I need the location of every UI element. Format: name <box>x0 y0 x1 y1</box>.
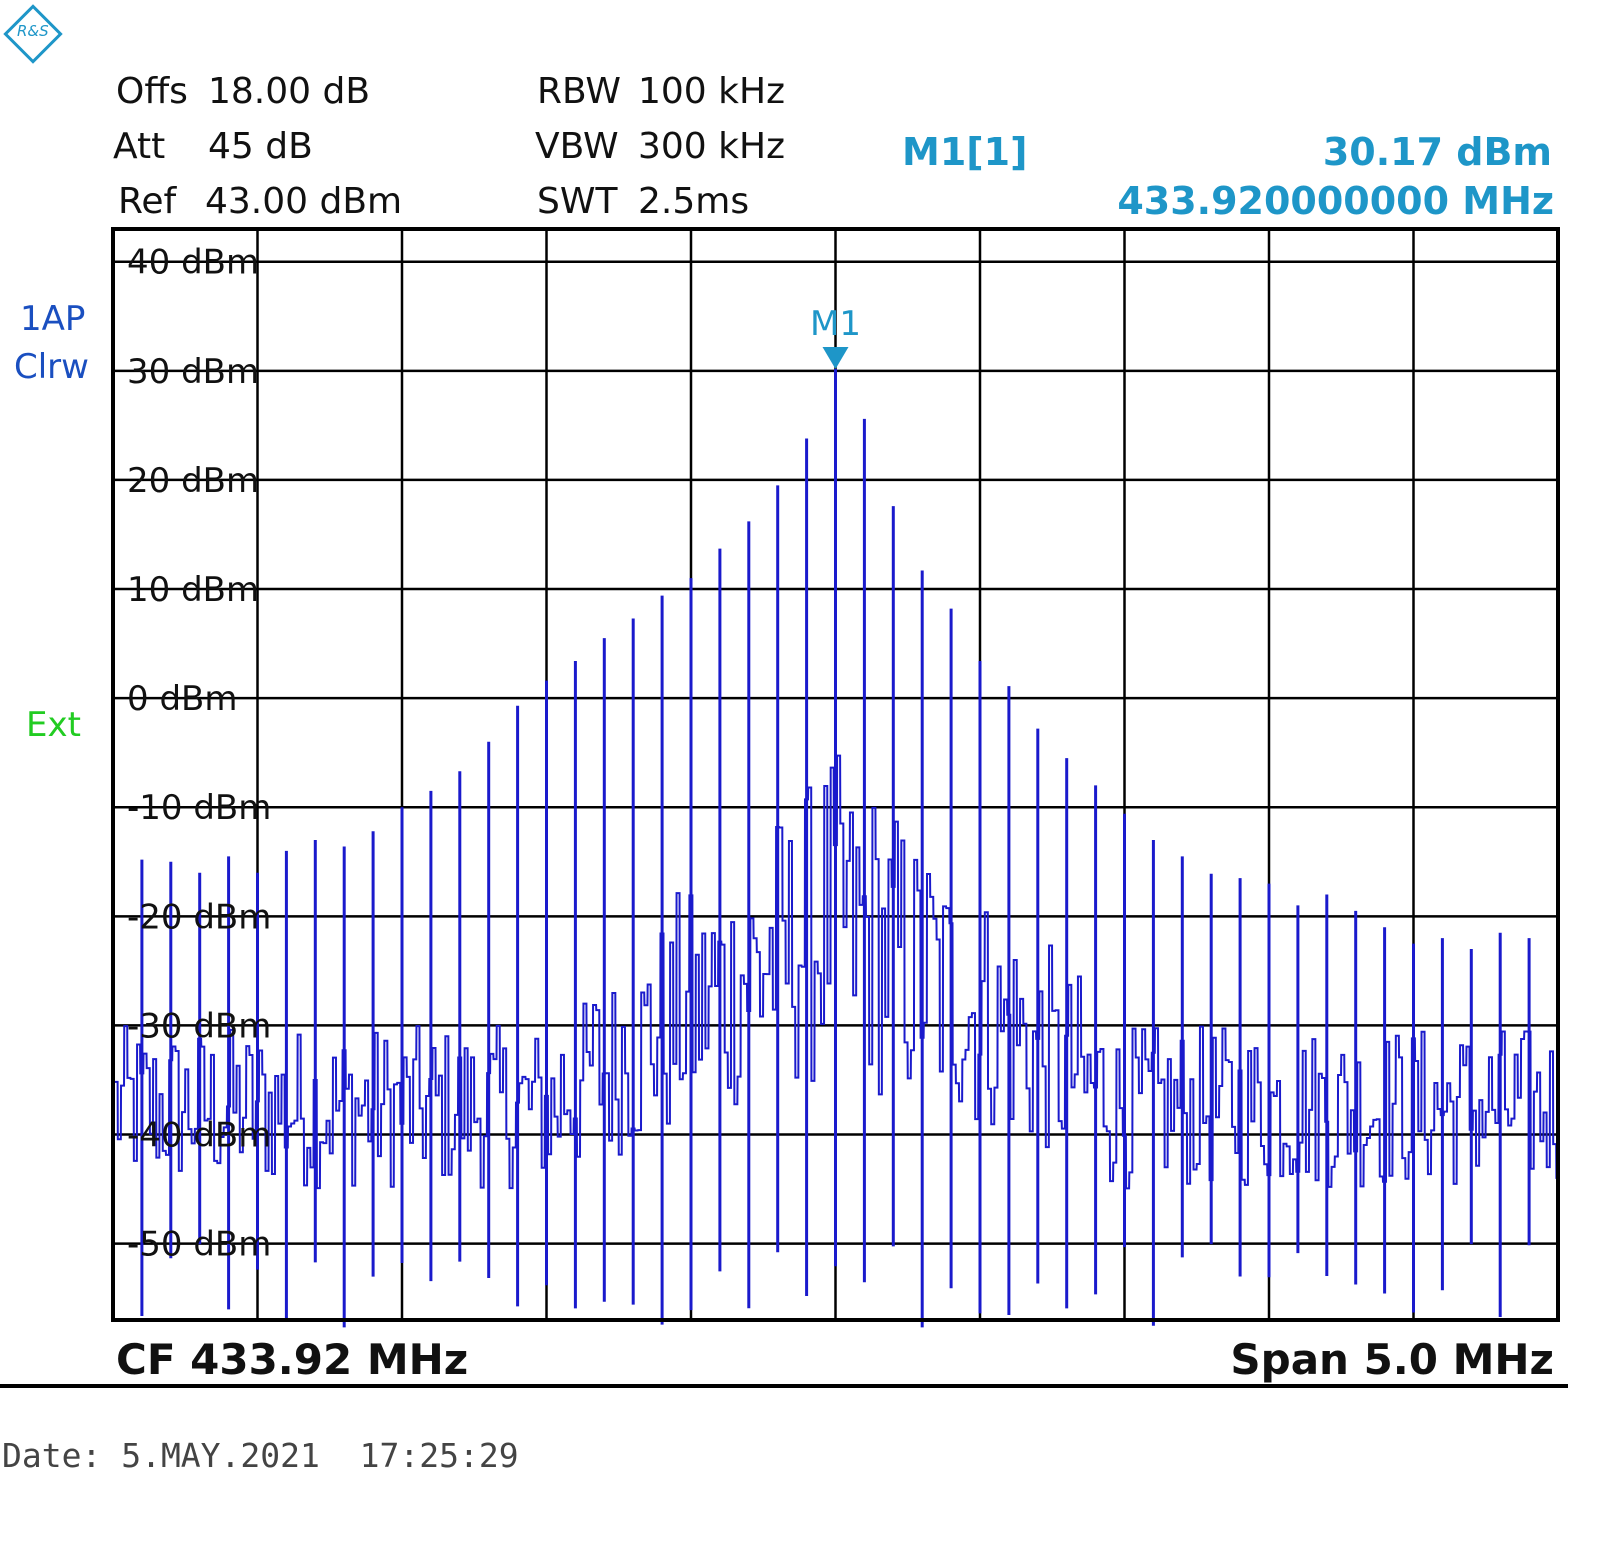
center-frequency: CF 433.92 MHz <box>116 1335 469 1384</box>
marker-label: M1 <box>810 304 861 344</box>
marker-m1[interactable]: M1 <box>810 304 861 369</box>
swt-label: SWT <box>537 181 618 222</box>
y-tick-label: -20 dBm <box>127 897 271 937</box>
y-tick-label: 0 dBm <box>127 679 237 719</box>
y-tick-label: 10 dBm <box>127 570 259 610</box>
y-tick-label: -30 dBm <box>127 1006 271 1046</box>
att-label: Att <box>113 126 166 167</box>
ref-label: Ref <box>118 181 177 222</box>
marker-name: M1[1] <box>902 130 1028 174</box>
detector-label: 1AP <box>20 299 86 339</box>
marker-triangle-icon <box>822 346 849 369</box>
marker-frequency: 433.920000000 MHz <box>1117 179 1554 223</box>
att-value: 45 dB <box>208 126 313 167</box>
span: Span 5.0 MHz <box>1230 1335 1554 1384</box>
y-tick-label: -40 dBm <box>127 1116 271 1156</box>
y-tick-label: 40 dBm <box>127 243 259 283</box>
offs-value: 18.00 dB <box>208 71 371 112</box>
trace-mode-label: Clrw <box>14 347 89 387</box>
y-tick-label: 30 dBm <box>127 352 259 392</box>
vbw-label: VBW <box>535 126 619 167</box>
plot-frame <box>111 227 1560 1322</box>
y-tick-label: -50 dBm <box>127 1225 271 1265</box>
trigger-label: Ext <box>26 705 81 745</box>
y-tick-label: 20 dBm <box>127 461 259 501</box>
offs-label: Offs <box>116 71 188 112</box>
rbw-value: 100 kHz <box>638 71 785 112</box>
marker-level: 30.17 dBm <box>1322 130 1552 174</box>
vbw-value: 300 kHz <box>638 126 785 167</box>
swt-value: 2.5ms <box>638 181 750 222</box>
date-stamp: Date: 5.MAY.2021 17:25:29 <box>2 1436 519 1475</box>
rbw-label: RBW <box>537 71 622 112</box>
rs-logo: R&S <box>3 4 63 64</box>
ref-value: 43.00 dBm <box>205 181 403 222</box>
y-axis-labels: 40 dBm 30 dBm 20 dBm 10 dBm 0 dBm -10 dBm -20 … <box>127 243 271 1265</box>
trace <box>111 368 1560 1328</box>
y-tick-label: -10 dBm <box>127 788 271 828</box>
